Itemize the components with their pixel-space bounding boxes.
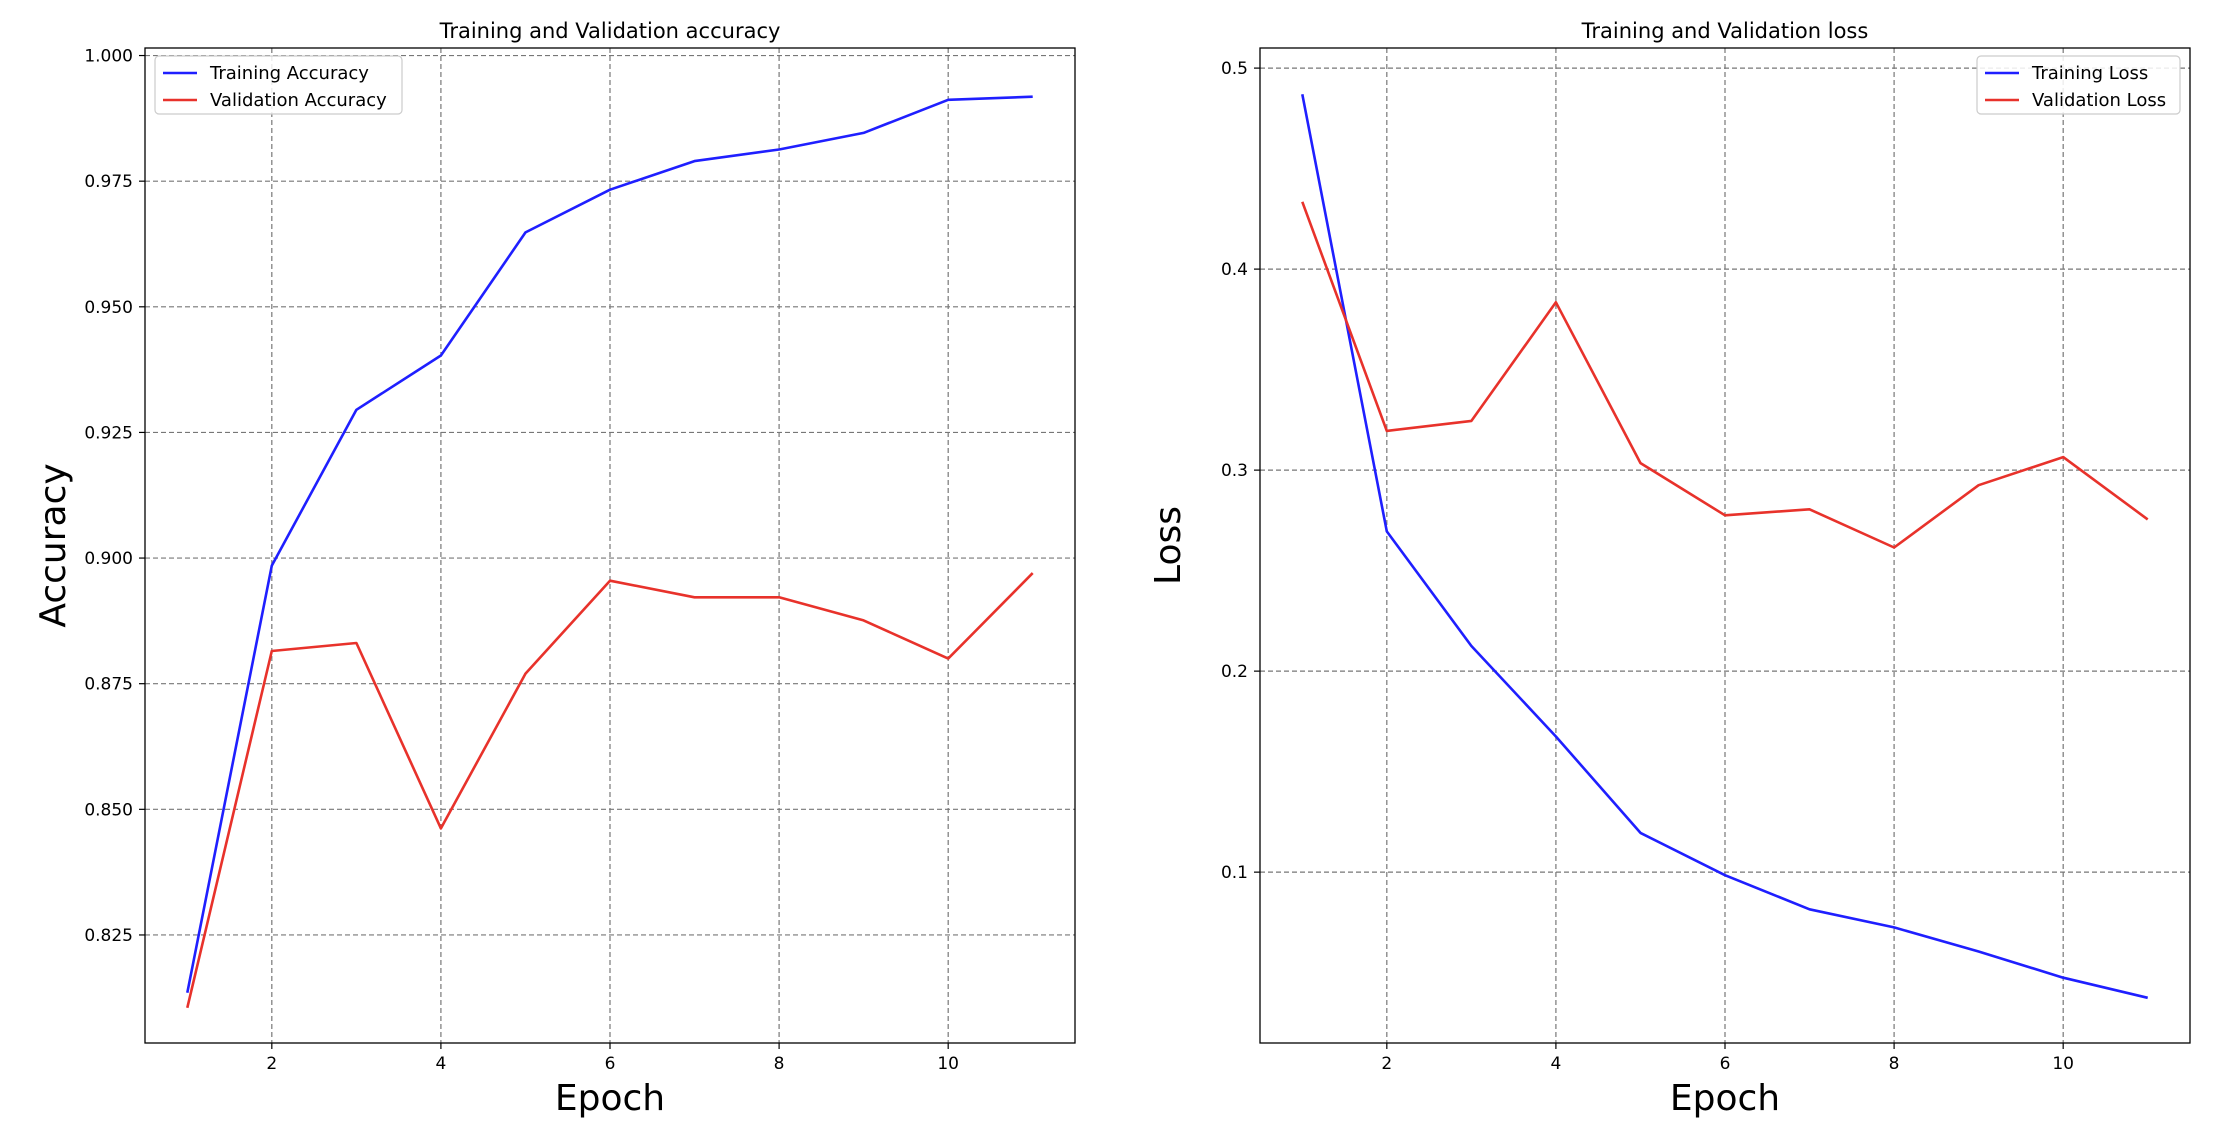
x-tick-label: 6 [605,1054,616,1074]
x-tick-label: 8 [1889,1054,1900,1074]
y-tick-label: 1.000 [84,47,133,67]
y-tick-label: 0.825 [84,926,133,946]
x-tick-label: 2 [266,1054,277,1074]
x-tick-label: 4 [435,1054,446,1074]
legend-box [154,55,403,115]
y-tick-label: 0.3 [1221,461,1248,481]
series-line-1 [186,95,1033,993]
series-line-2 [186,572,1034,1009]
y-tick-label: 0.925 [84,423,133,443]
legend-label: Training Accuracy [209,63,369,84]
x-tick-label: 10 [2052,1054,2074,1074]
legend-label: Training Loss [2031,63,2148,84]
x-tick-label: 8 [774,1054,785,1074]
legend-box [1976,55,2181,115]
y-tick-label: 0.1 [1221,863,1248,883]
y-axis-label: Loss [1148,506,1189,585]
chart-title: Training and Validation accuracy [439,19,781,43]
y-tick-label: 0.5 [1221,59,1248,79]
y-tick-label: 0.850 [84,800,133,820]
y-tick-label: 0.2 [1221,662,1248,682]
series-line-1 [1301,93,2149,1000]
series-line-2 [1301,201,2149,549]
legend: Training Loss Validation Loss [1976,55,2181,115]
x-axis-label: Epoch [1670,1078,1780,1119]
y-tick-label: 0.4 [1221,260,1248,280]
x-tick-label: 2 [1381,1054,1392,1074]
x-tick-label: 4 [1550,1054,1561,1074]
y-tick-label: 0.900 [84,549,133,569]
chart-2: 2 4 6 8 10 0.1 0.2 0.3 0.4 0.5 Training and Valida… [1148,19,2191,1119]
legend-label: Validation Loss [2032,90,2166,111]
y-tick-label: 0.975 [84,172,133,192]
chart-title: Training and Validation loss [1581,19,1869,43]
y-tick-label: 0.875 [84,675,133,695]
y-axis-label: Accuracy [33,463,74,627]
legend: Training Accuracy Validation Accuracy [154,55,403,115]
x-tick-label: 10 [937,1054,959,1074]
y-tick-label: 0.950 [84,298,133,318]
chart-1: 2 4 6 8 10 0.825 0.850 0.875 0.900 0.925 0.950 0.97… [33,19,1076,1119]
x-axis-label: Epoch [555,1078,665,1119]
x-tick-label: 6 [1720,1054,1731,1074]
legend-label: Validation Accuracy [210,90,387,111]
